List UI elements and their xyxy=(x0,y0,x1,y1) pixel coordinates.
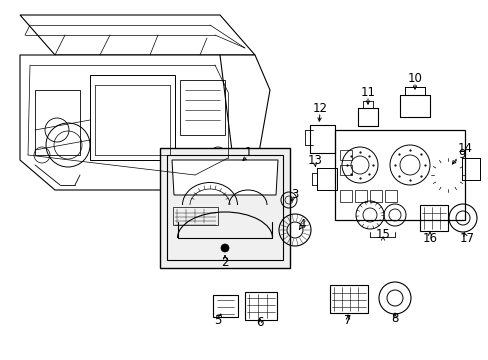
Text: 2: 2 xyxy=(221,256,228,269)
Bar xyxy=(173,207,218,225)
Polygon shape xyxy=(20,15,254,55)
Text: 14: 14 xyxy=(457,141,471,154)
Bar xyxy=(334,130,464,220)
Bar xyxy=(384,190,396,202)
Circle shape xyxy=(221,244,228,252)
Bar xyxy=(160,148,289,268)
Bar xyxy=(354,190,366,202)
Text: 13: 13 xyxy=(307,153,322,166)
Text: 17: 17 xyxy=(459,231,473,244)
Text: 5: 5 xyxy=(214,314,221,327)
Bar xyxy=(180,80,224,135)
Bar xyxy=(339,150,351,160)
Bar xyxy=(339,165,351,175)
Bar xyxy=(213,295,238,317)
Text: 11: 11 xyxy=(360,85,375,99)
Text: 3: 3 xyxy=(291,189,298,202)
Bar xyxy=(90,75,175,160)
Text: 4: 4 xyxy=(298,217,305,230)
Bar xyxy=(339,190,351,202)
Text: 1: 1 xyxy=(244,145,251,158)
Polygon shape xyxy=(20,55,235,190)
Text: 6: 6 xyxy=(256,316,263,329)
Bar xyxy=(369,190,381,202)
Text: 16: 16 xyxy=(422,231,437,244)
Polygon shape xyxy=(172,160,278,195)
Bar xyxy=(35,90,80,155)
Bar xyxy=(419,205,447,231)
Polygon shape xyxy=(220,55,269,175)
Bar xyxy=(329,285,367,313)
Bar xyxy=(167,155,283,260)
Bar xyxy=(244,292,276,320)
Text: 10: 10 xyxy=(407,72,422,85)
Text: 9: 9 xyxy=(457,148,465,162)
Text: 7: 7 xyxy=(344,314,351,327)
Text: 8: 8 xyxy=(390,311,398,324)
Text: 12: 12 xyxy=(312,102,327,114)
Text: 15: 15 xyxy=(375,229,389,242)
